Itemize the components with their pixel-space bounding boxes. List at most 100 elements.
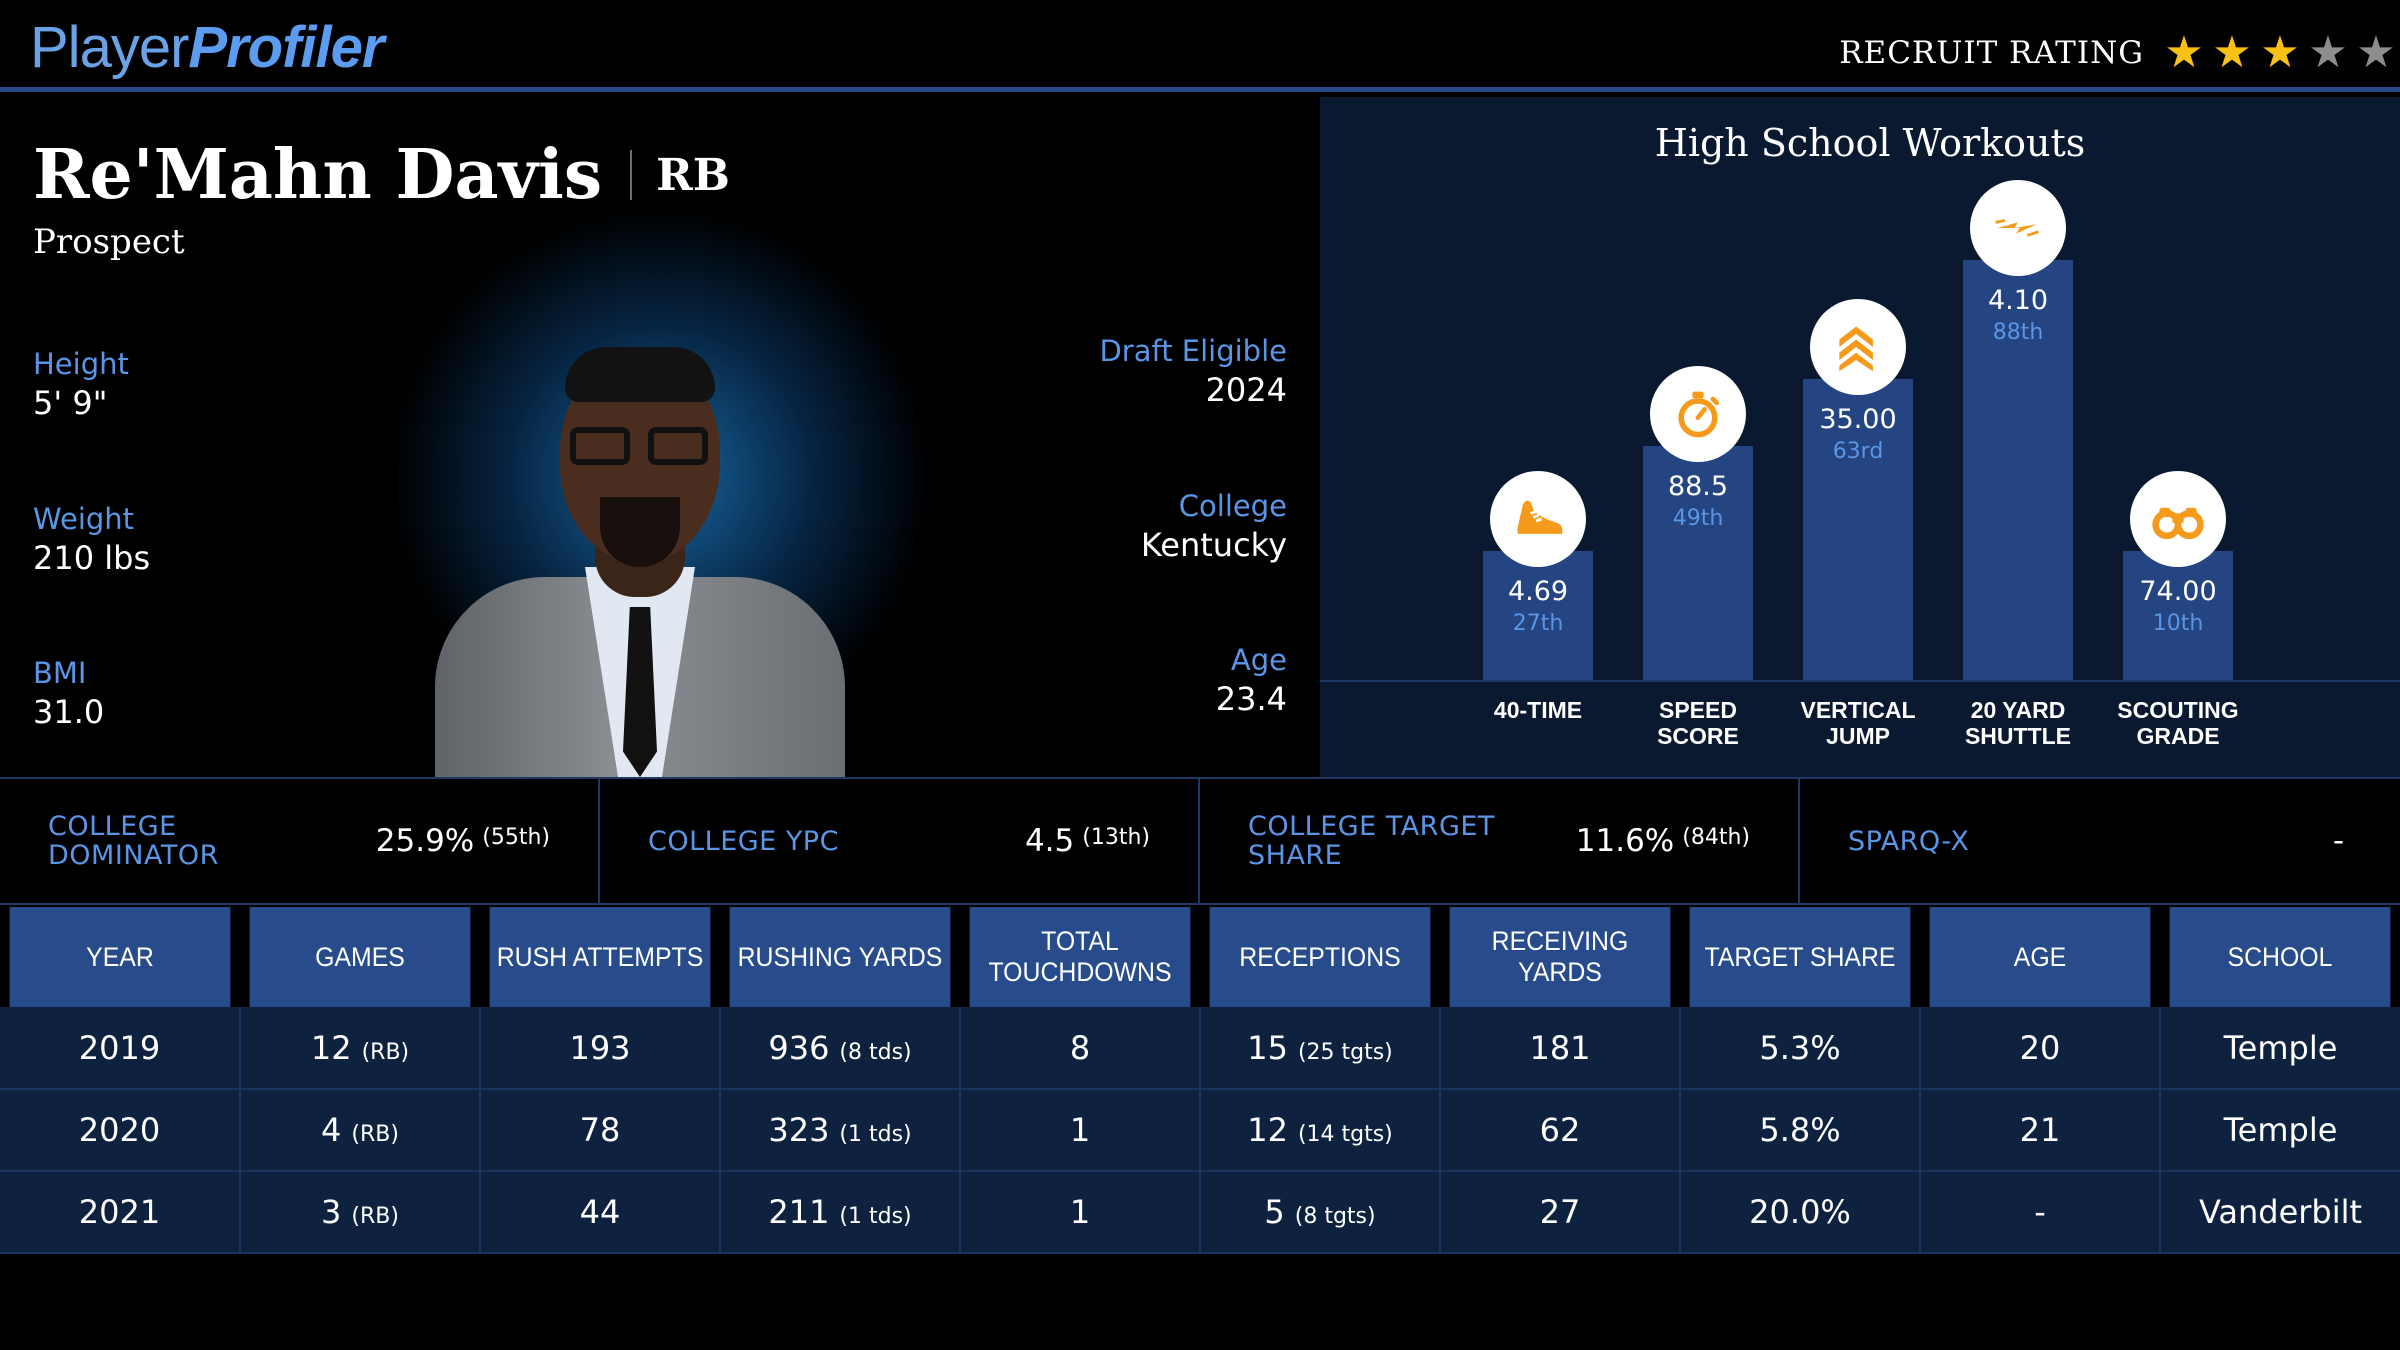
table-row: 2021 3 (RB) 44 211 (1 tds) 1 5 (8 tgts) 27 … bbox=[0, 1171, 2400, 1254]
workout-value: 4.10 bbox=[1987, 285, 2049, 317]
workout-percentile: 88th bbox=[1992, 320, 2044, 346]
recruit-rating: RECRUIT RATING ★ ★ ★ ★ ★ bbox=[1839, 28, 2400, 78]
workout-category-label: SCOUTING GRADE bbox=[2117, 697, 2239, 749]
metric-rank: (84th) bbox=[1682, 824, 1750, 850]
draft-eligible-value: 2024 bbox=[1205, 371, 1287, 409]
logo-part-player: Player bbox=[30, 15, 189, 80]
column-header-target-share: TARGET SHARE bbox=[1689, 907, 1911, 1007]
receptions-value: 12 bbox=[1247, 1111, 1288, 1149]
metric-value: 25.9% (55th) bbox=[376, 779, 550, 903]
table-header-row: YEAR GAMES RUSH ATTEMPTS RUSHING YARDS T… bbox=[0, 907, 2400, 1007]
weight-value: 210 lbs bbox=[33, 539, 151, 577]
column-header-games: GAMES bbox=[249, 907, 471, 1007]
metric-rank: (55th) bbox=[482, 824, 550, 850]
cell-receptions: 12 (14 tgts) bbox=[1200, 1089, 1441, 1172]
rushing-yards-value: 211 bbox=[768, 1193, 830, 1231]
workouts-baseline bbox=[1320, 680, 2400, 682]
column-header-rushing-yards: RUSHING YARDS bbox=[729, 907, 951, 1007]
games-sub: (RB) bbox=[351, 1122, 399, 1147]
metric-number: 25.9% bbox=[375, 823, 475, 859]
workout-value: 35.00 bbox=[1819, 404, 1897, 436]
rushing-yards-sub: (1 tds) bbox=[839, 1122, 912, 1147]
player-profiler-logo[interactable]: PlayerProfiler bbox=[30, 12, 384, 83]
metric-label: SPARQ-X bbox=[1848, 825, 1970, 857]
cell-games: 4 (RB) bbox=[240, 1089, 481, 1172]
column-header-receiving-yards: RECEIVING YARDS bbox=[1449, 907, 1671, 1007]
college-value: Kentucky bbox=[1140, 526, 1287, 564]
glasses-lens-left bbox=[570, 427, 630, 465]
cell-rush-attempts: 193 bbox=[480, 1007, 721, 1090]
column-header-year: YEAR bbox=[9, 907, 231, 1007]
games-value: 4 bbox=[321, 1111, 342, 1149]
metric-number: 11.6% bbox=[1575, 823, 1675, 859]
workout-percentile: 49th bbox=[1672, 506, 1724, 532]
weight-stat: Weight 210 lbs bbox=[33, 500, 150, 578]
cell-year: 2019 bbox=[0, 1007, 241, 1090]
games-value: 12 bbox=[310, 1028, 352, 1067]
column-header-receptions: RECEPTIONS bbox=[1209, 907, 1431, 1007]
workout-percentile: 63rd bbox=[1832, 439, 1884, 465]
cell-rush-attempts: 78 bbox=[480, 1089, 721, 1172]
workout-bar: 35.00 63rd bbox=[1803, 379, 1913, 680]
games-value: 3 bbox=[321, 1193, 342, 1231]
player-position: RB bbox=[656, 149, 730, 201]
workout-bar: 88.5 49th bbox=[1643, 446, 1753, 680]
cell-receiving-yards: 181 bbox=[1440, 1007, 1681, 1090]
cell-age: - bbox=[1920, 1171, 2161, 1254]
cell-school: Temple bbox=[2160, 1007, 2400, 1090]
logo-part-profiler: Profiler bbox=[188, 15, 384, 80]
star-filled-icon: ★ bbox=[2164, 27, 2204, 78]
star-empty-icon: ★ bbox=[2356, 27, 2396, 78]
player-status: Prospect bbox=[33, 222, 185, 262]
column-header-total-touchdowns: TOTAL TOUCHDOWNS bbox=[969, 907, 1191, 1007]
college-stat: College Kentucky bbox=[1141, 487, 1287, 565]
cell-total-touchdowns: 8 bbox=[960, 1007, 1201, 1090]
height-stat: Height 5' 9" bbox=[33, 345, 129, 423]
workout-percentile: 10th bbox=[2152, 611, 2204, 637]
glasses-lens-right bbox=[648, 427, 708, 465]
metric-sparq-x: SPARQ-X - bbox=[1800, 779, 2400, 903]
draft-eligible-stat: Draft Eligible 2024 bbox=[1099, 332, 1287, 410]
cell-rushing-yards: 323 (1 tds) bbox=[720, 1089, 961, 1172]
cell-games: 3 (RB) bbox=[240, 1171, 481, 1254]
cell-receptions: 5 (8 tgts) bbox=[1200, 1171, 1441, 1254]
height-label: Height bbox=[33, 347, 129, 381]
cell-rushing-yards: 211 (1 tds) bbox=[720, 1171, 961, 1254]
workouts-title: High School Workouts bbox=[1654, 121, 2086, 165]
college-stats-table: YEAR GAMES RUSH ATTEMPTS RUSHING YARDS T… bbox=[0, 907, 2400, 1254]
metric-value: 11.6% (84th) bbox=[1576, 779, 1750, 903]
receptions-sub: (14 tgts) bbox=[1297, 1122, 1393, 1147]
lightning-icon bbox=[1970, 180, 2066, 277]
cell-age: 21 bbox=[1920, 1089, 2161, 1172]
receptions-value: 15 bbox=[1247, 1028, 1288, 1067]
star-filled-icon: ★ bbox=[2212, 27, 2252, 78]
column-header-age: AGE bbox=[1929, 907, 2151, 1007]
cell-age: 20 bbox=[1920, 1007, 2161, 1090]
cell-total-touchdowns: 1 bbox=[960, 1171, 1201, 1254]
player-name: Re'Mahn Davis bbox=[33, 135, 603, 215]
stopwatch-icon bbox=[1650, 366, 1746, 463]
column-header-school: SCHOOL bbox=[2169, 907, 2391, 1007]
cell-rush-attempts: 44 bbox=[480, 1171, 721, 1254]
metric-value: - bbox=[2333, 779, 2352, 903]
shoe-icon bbox=[1490, 471, 1586, 568]
workout-value: 74.00 bbox=[2139, 576, 2217, 608]
age-stat: Age 23.4 bbox=[1216, 641, 1287, 719]
workout-value: 4.69 bbox=[1507, 576, 1569, 608]
star-rating: ★ ★ ★ ★ ★ bbox=[2160, 28, 2400, 78]
player-name-row: Re'Mahn Davis RB bbox=[33, 135, 730, 215]
games-sub: (RB) bbox=[351, 1204, 399, 1229]
bmi-stat: BMI 31.0 bbox=[33, 654, 104, 732]
metric-number: 4.5 bbox=[1024, 823, 1075, 859]
workout-category-label: SPEED SCORE bbox=[1657, 697, 1739, 749]
binoculars-icon bbox=[2130, 471, 2226, 568]
games-sub: (RB) bbox=[361, 1039, 410, 1065]
cell-total-touchdowns: 1 bbox=[960, 1089, 1201, 1172]
star-filled-icon: ★ bbox=[2260, 27, 2300, 78]
cell-year: 2020 bbox=[0, 1089, 241, 1172]
metric-label: COLLEGE TARGET SHARE bbox=[1248, 811, 1495, 871]
photo-beard bbox=[600, 497, 680, 567]
rushing-yards-value: 323 bbox=[768, 1111, 830, 1149]
photo-tie bbox=[623, 607, 657, 777]
cell-games: 12 (RB) bbox=[240, 1007, 481, 1090]
